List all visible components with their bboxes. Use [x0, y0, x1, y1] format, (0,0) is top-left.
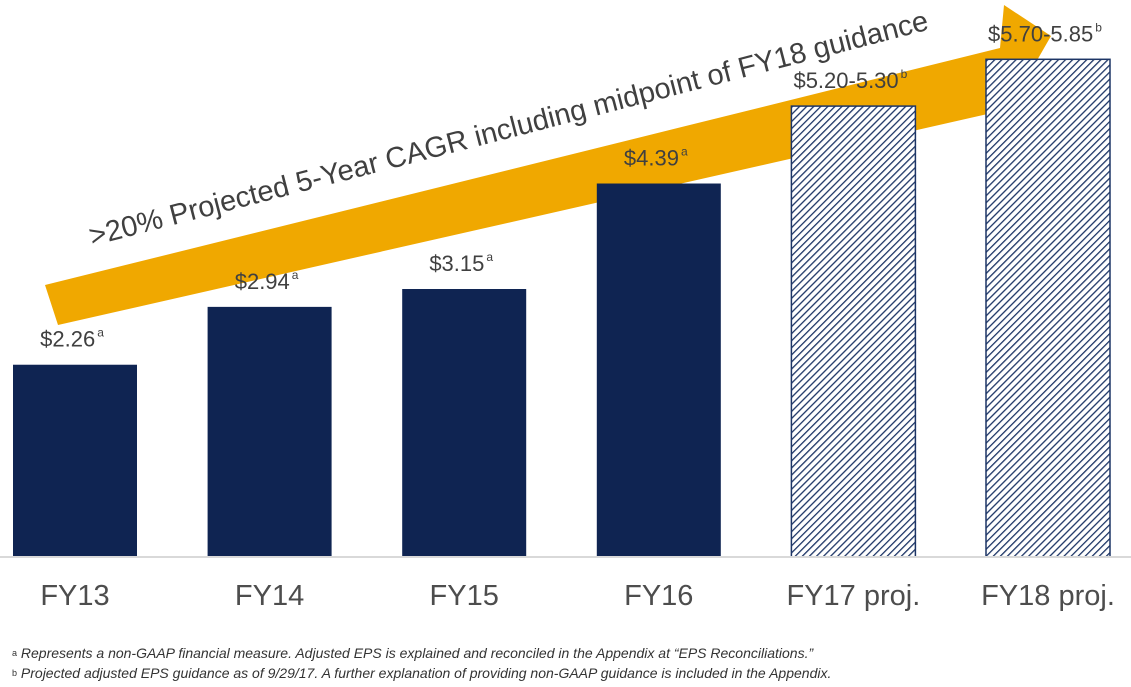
x-tick-label: FY18 proj. — [981, 580, 1115, 612]
bar-fy15 — [402, 289, 527, 557]
data-label: $5.70-5.85 b — [988, 20, 1102, 46]
data-label: $2.26 a — [40, 326, 104, 352]
footnote-b-mark: b — [12, 668, 18, 678]
x-tick-label: FY17 proj. — [787, 580, 921, 612]
x-tick-label: FY14 — [235, 580, 304, 612]
bar-fy16 — [596, 183, 721, 557]
cagr-arrow-shape — [45, 5, 1051, 325]
data-label: $4.39 a — [624, 145, 688, 171]
x-tick-label: FY15 — [430, 580, 499, 612]
bar-fy18-proj — [985, 58, 1111, 558]
footnote-b-text: Projected adjusted EPS guidance as of 9/… — [20, 665, 832, 681]
x-tick-label: FY16 — [624, 580, 693, 612]
bar-fy17-proj — [790, 105, 917, 558]
x-tick-label: FY13 — [40, 580, 109, 612]
data-label: $2.94 a — [235, 268, 299, 294]
data-labels: $2.26 a $2.94 a $3.15 a $4.39 a $5.20-5.30 b $5.70… — [40, 20, 1102, 351]
footnote-b: b Projected adjusted EPS guidance as of … — [12, 663, 1122, 683]
data-label: $3.15 a — [429, 250, 493, 276]
eps-bar-chart: >20% Projected 5-Year CAGR including mid… — [0, 5, 1131, 612]
bar-fy13 — [13, 364, 137, 557]
footnote-a-mark: a — [12, 648, 18, 658]
data-label: $5.20-5.30 b — [793, 67, 907, 93]
bar-series — [13, 58, 1111, 558]
footnotes: a Represents a non-GAAP financial measur… — [12, 643, 1122, 683]
bar-fy14 — [207, 306, 332, 557]
footnote-a-text: Represents a non-GAAP financial measure.… — [20, 645, 814, 661]
x-axis-labels: FY13 FY14 FY15 FY16 FY17 proj. FY18 proj. — [40, 580, 1115, 612]
footnote-a: a Represents a non-GAAP financial measur… — [12, 643, 1122, 663]
